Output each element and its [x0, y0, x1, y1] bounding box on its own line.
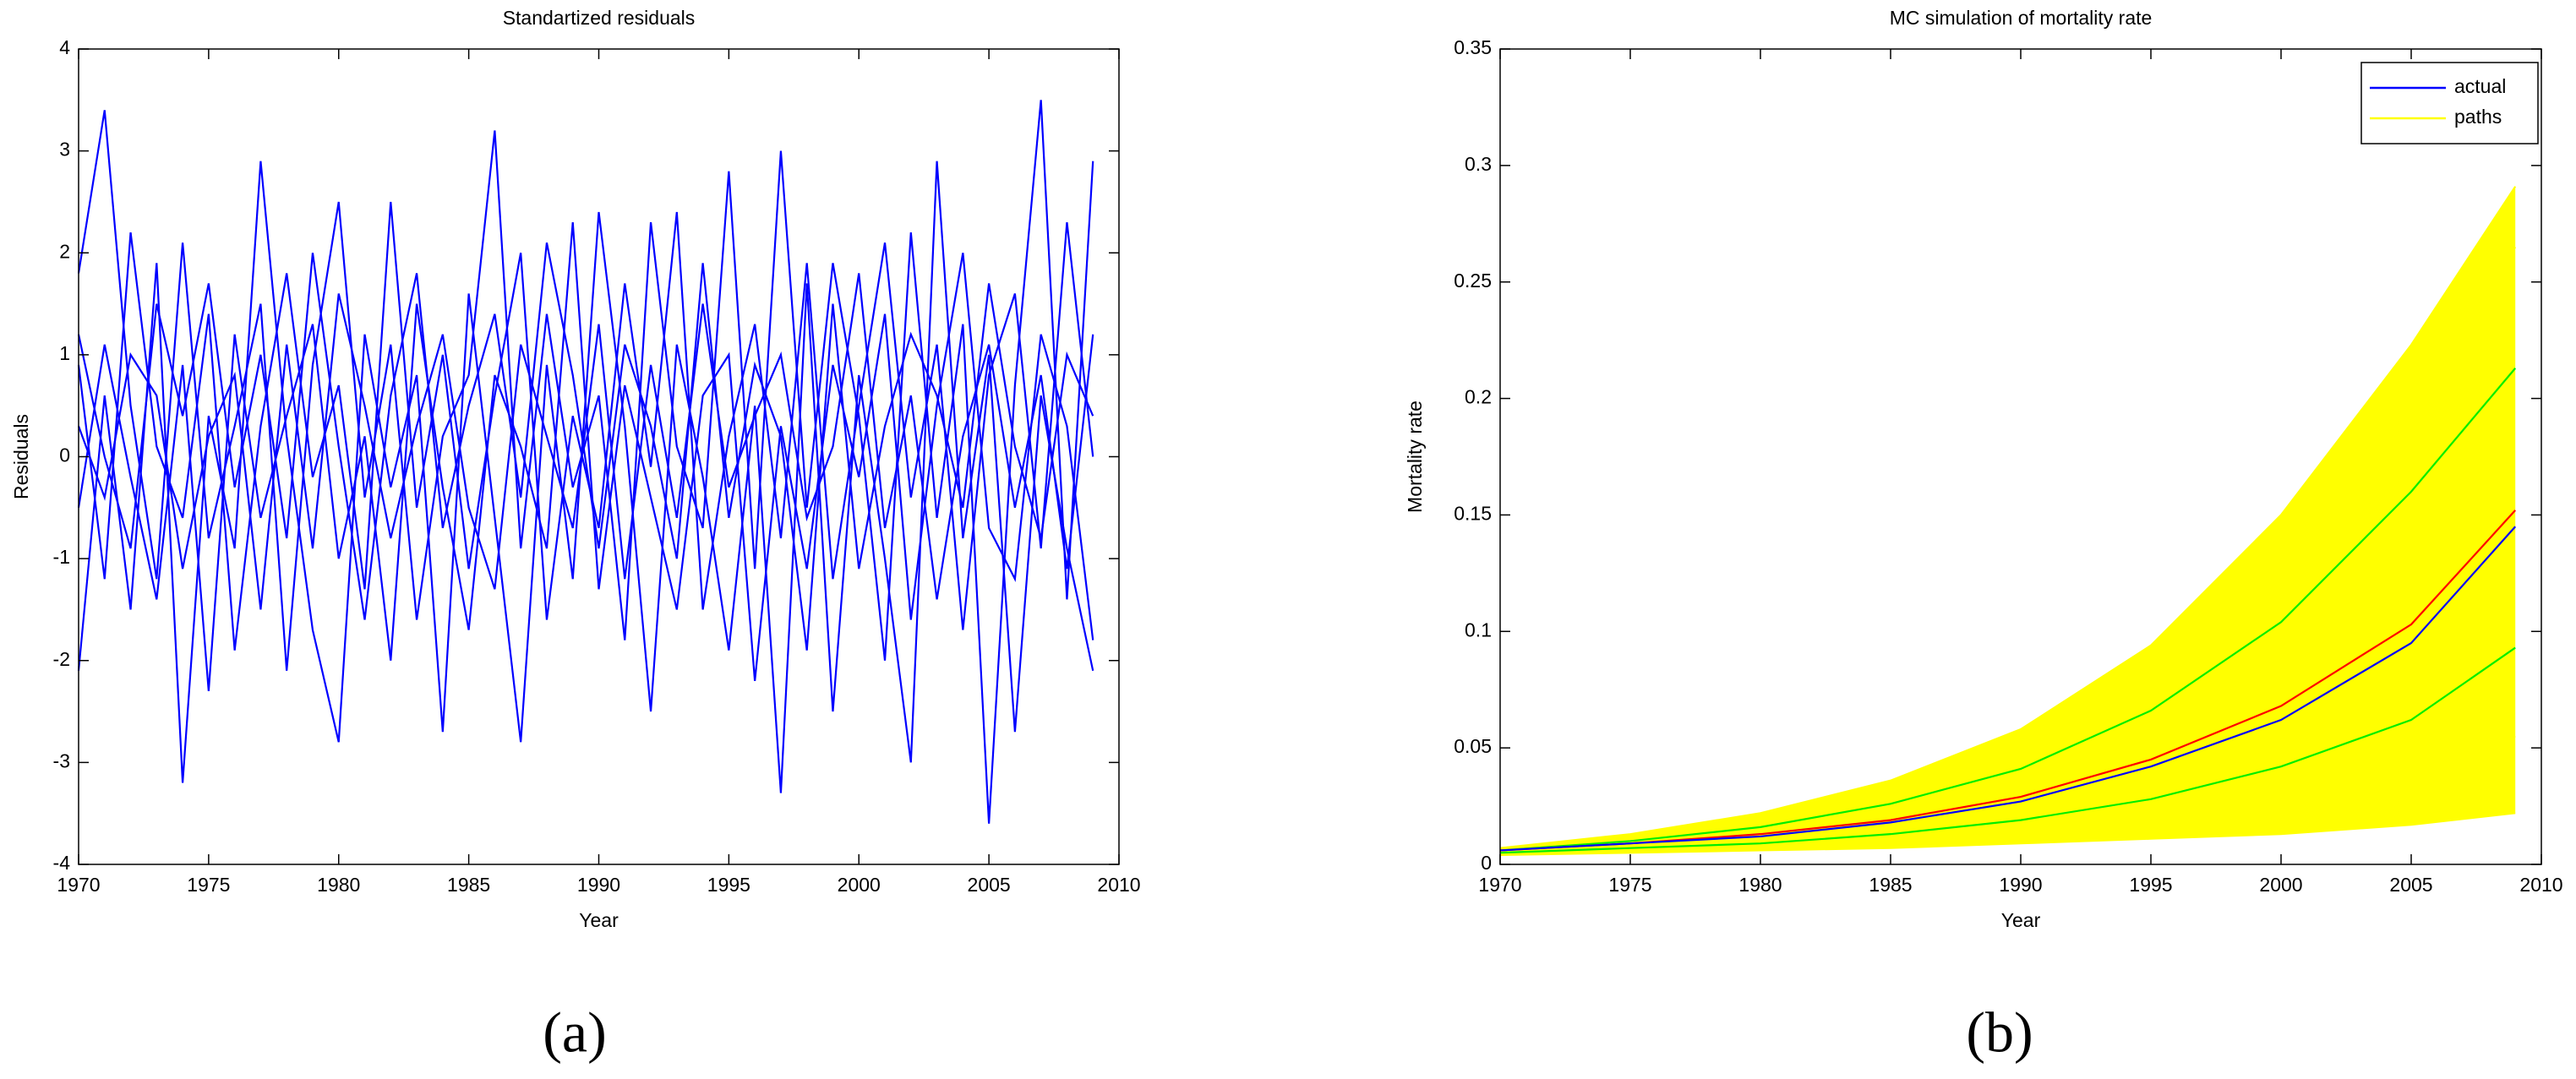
x-tick-label: 1990 [1999, 874, 2042, 896]
x-tick-label: 2005 [2389, 874, 2432, 896]
plot-area [79, 49, 1119, 864]
y-tick-label: 3 [59, 139, 70, 161]
legend-label: actual [2454, 75, 2506, 97]
legend-label: paths [2454, 106, 2502, 128]
x-tick-label: 1990 [577, 874, 620, 896]
series-line [77, 273, 1094, 610]
series-line [1499, 646, 2516, 854]
y-tick-label: 0.2 [1465, 386, 1492, 408]
x-tick-label: 1985 [447, 874, 490, 896]
x-tick-label: 2010 [1097, 874, 1140, 896]
x-tick-label: 1970 [57, 874, 100, 896]
y-tick-label: -3 [53, 749, 70, 771]
series-line [77, 161, 1094, 793]
x-tick-label: 1980 [1738, 874, 1782, 896]
y-tick-label: 0 [59, 444, 70, 466]
y-tick-label: 2 [59, 240, 70, 262]
x-tick-label: 2000 [2259, 874, 2302, 896]
series-line [77, 201, 1094, 651]
x-tick-label: 1975 [187, 874, 230, 896]
y-axis-label: Mortality rate [1404, 401, 1426, 513]
y-tick-label: 0.25 [1454, 270, 1492, 292]
y-tick-label: 0.3 [1465, 153, 1492, 175]
series-line [1499, 186, 2517, 849]
series-line [1499, 812, 2516, 857]
x-tick-label: 1970 [1478, 874, 1521, 896]
caption: (b) [1966, 1000, 2033, 1065]
series-line [1499, 368, 2517, 852]
y-tick-label: 0 [1481, 852, 1492, 874]
y-tick-label: 0.05 [1454, 735, 1492, 757]
y-tick-label: 0.1 [1465, 619, 1492, 640]
legend-box [2360, 62, 2539, 144]
x-tick-label: 2010 [2519, 874, 2562, 896]
x-tick-label: 2000 [838, 874, 881, 896]
x-tick-label: 2005 [968, 874, 1011, 896]
series-line [1499, 735, 2516, 854]
x-axis-label: Year [2001, 909, 2041, 931]
y-tick-label: -4 [53, 852, 71, 874]
legend: actual paths [2360, 62, 2539, 144]
y-axis-label: Residuals [10, 414, 32, 499]
series-line [1499, 526, 2517, 852]
y-tick-label: 1 [59, 342, 70, 364]
x-tick-label: 1995 [707, 874, 750, 896]
x-tick-label: 1995 [2129, 874, 2172, 896]
plot: 1970 1975 1980 1985 1990 1995 2000 2005 2010 -4 -3… [10, 7, 1141, 931]
y-tick-label: 4 [59, 36, 70, 58]
plot: 1970 1975 1980 1985 1990 1995 2000 2005 2010 0 0.0… [1404, 7, 2563, 931]
y-tick-label: 0.15 [1454, 503, 1492, 525]
chart-title: MC simulation of mortality rate [1890, 7, 2153, 29]
series-line [77, 100, 1094, 824]
chart-title: Standartized residuals [503, 7, 696, 29]
x-tick-label: 1985 [1869, 874, 1912, 896]
y-tick-label: -1 [53, 546, 70, 568]
x-tick-label: 1975 [1608, 874, 1651, 896]
y-tick-label: 0.35 [1454, 36, 1492, 58]
y-tick-label: -2 [53, 648, 70, 670]
x-axis-label: Year [579, 909, 619, 931]
x-tick-label: 1980 [317, 874, 360, 896]
caption: (a) [543, 1000, 606, 1065]
series-line [1499, 246, 2517, 849]
paths-band [1500, 186, 2516, 855]
